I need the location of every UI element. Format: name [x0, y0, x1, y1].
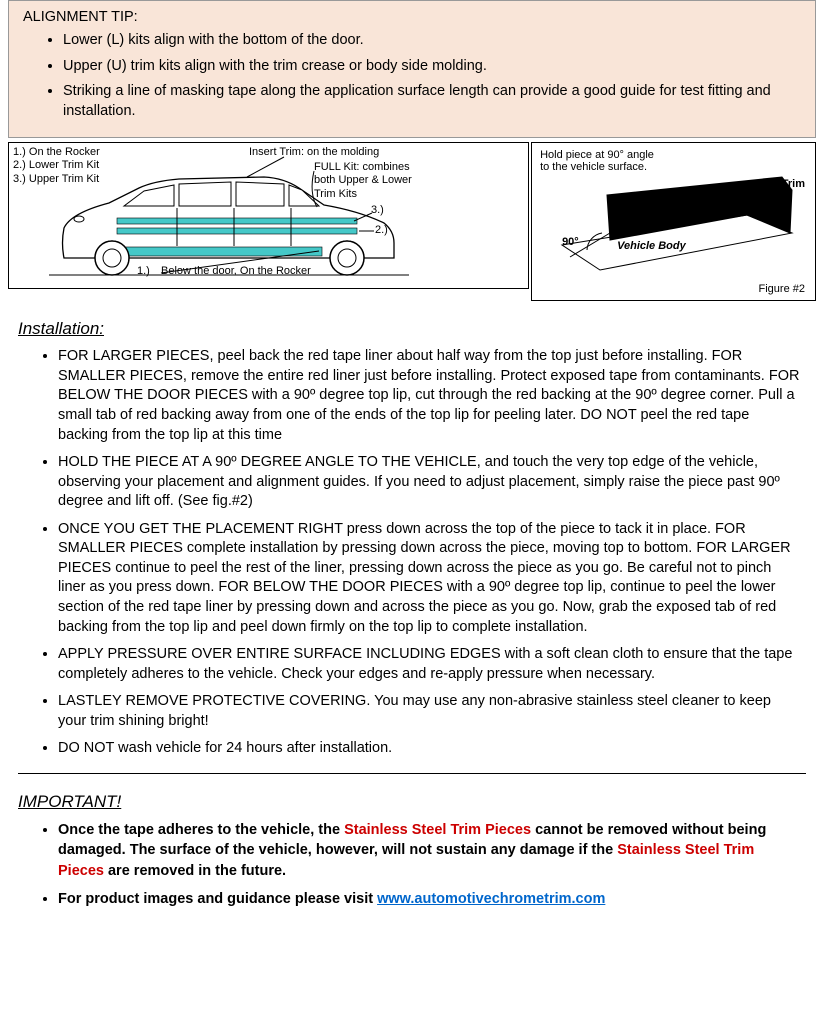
tip-list: Lower (L) kits align with the bottom of …: [23, 31, 803, 121]
tip-item: Upper (U) trim kits align with the trim …: [63, 57, 803, 77]
below-label: Below the door, On the Rocker: [161, 265, 311, 278]
installation-list: FOR LARGER PIECES, peel back the red tap…: [0, 347, 824, 759]
important-list: Once the tape adheres to the vehicle, th…: [0, 820, 824, 909]
angle-label: 90°: [562, 236, 579, 249]
hold-text: Hold piece at 90° angle to the vehicle s…: [540, 149, 807, 173]
install-step: FOR LARGER PIECES, peel back the red tap…: [58, 347, 802, 445]
figure-label: Figure #2: [759, 283, 805, 296]
divider: [18, 773, 806, 774]
body-label: Vehicle Body: [617, 240, 686, 253]
tip-item: Lower (L) kits align with the bottom of …: [63, 31, 803, 51]
label-2: 2.): [375, 224, 388, 237]
trim-phrase: Stainless Steel Trim Pieces: [344, 822, 531, 838]
tip-title: ALIGNMENT TIP:: [23, 9, 803, 25]
text: are removed in the future.: [104, 863, 286, 879]
alignment-tip-box: ALIGNMENT TIP: Lower (L) kits align with…: [8, 0, 816, 138]
install-step: LASTLEY REMOVE PROTECTIVE COVERING. You …: [58, 692, 802, 731]
install-step: ONCE YOU GET THE PLACEMENT RIGHT press d…: [58, 520, 802, 637]
text: Once the tape adheres to the vehicle, th…: [58, 822, 344, 838]
text: For product images and guidance please v…: [58, 891, 377, 907]
important-item: Once the tape adheres to the vehicle, th…: [58, 820, 802, 881]
label-3: 3.): [371, 204, 384, 217]
install-step: APPLY PRESSURE OVER ENTIRE SURFACE INCLU…: [58, 645, 802, 684]
car-diagram: 1.) On the Rocker 2.) Lower Trim Kit 3.)…: [8, 142, 529, 289]
important-item: For product images and guidance please v…: [58, 889, 802, 909]
tip-item: Striking a line of masking tape along th…: [63, 82, 803, 121]
angle-diagram: Hold piece at 90° angle to the vehicle s…: [531, 142, 816, 301]
trim-label: Trim: [782, 178, 805, 191]
diagrams-row: 1.) On the Rocker 2.) Lower Trim Kit 3.)…: [0, 142, 824, 301]
label-1: 1.): [137, 265, 150, 278]
installation-heading: Installation:: [18, 319, 824, 339]
install-step: HOLD THE PIECE AT A 90º DEGREE ANGLE TO …: [58, 453, 802, 512]
car-icon: [49, 157, 409, 275]
product-link[interactable]: www.automotivechrometrim.com: [377, 891, 605, 907]
install-step: DO NOT wash vehicle for 24 hours after i…: [58, 739, 802, 759]
important-heading: IMPORTANT!: [18, 792, 824, 812]
